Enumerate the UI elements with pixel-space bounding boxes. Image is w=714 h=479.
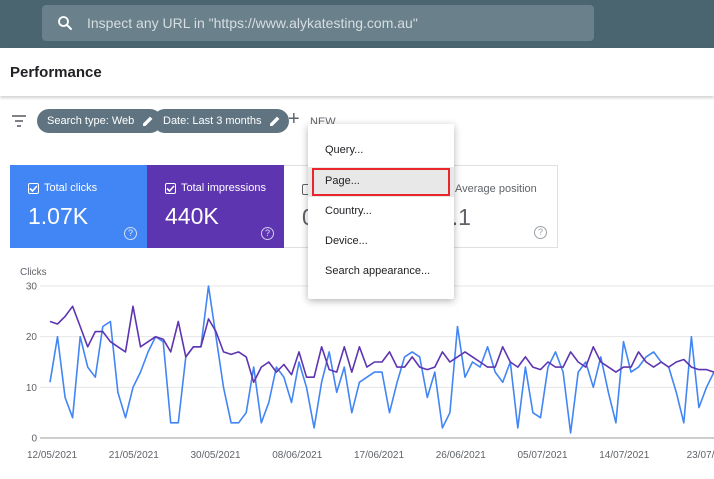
search-icon [58,16,72,30]
menu-item-query[interactable]: Query... [325,144,364,156]
y-tick-label: 0 [31,434,37,445]
x-tick-label: 17/06/2021 [354,450,404,461]
metric-label: Total clicks [44,182,98,194]
metric-value: 440K [165,203,219,229]
checkbox-checked-icon[interactable] [165,183,176,194]
menu-item-country[interactable]: Country... [325,205,372,217]
x-tick-label: 14/07/2021 [599,450,649,461]
help-icon[interactable]: ? [261,227,274,240]
filter-icon[interactable] [10,113,28,129]
metric-label: Total impressions [181,182,266,194]
edit-pencil-icon [143,116,153,126]
total-impressions-card[interactable]: Total impressions 440K ? [147,165,284,248]
chip-label: Search type: Web [47,115,135,127]
edit-pencil-icon [270,116,280,126]
x-tick-label: 12/05/2021 [27,450,77,461]
search-type-filter-chip[interactable]: Search type: Web [37,109,163,133]
page-header: Performance [0,48,714,96]
total-clicks-card[interactable]: Total clicks 1.07K ? [10,165,147,248]
metric-label: Average position [455,183,537,195]
date-filter-chip[interactable]: Date: Last 3 months [153,109,290,133]
x-tick-label: 26/06/2021 [436,450,486,461]
y-tick-label: 20 [26,332,38,343]
chip-label: Date: Last 3 months [163,115,262,127]
chart-svg: Clicks 0 10 20 30 12/05/2021 21/05/2021 30/05/2… [20,267,714,461]
highlight-box [312,168,450,196]
checkbox-checked-icon[interactable] [28,183,39,194]
menu-item-device[interactable]: Device... [325,235,368,247]
metric-value: 1.07K [28,203,89,229]
x-tick-label: 30/05/2021 [190,450,240,461]
clicks-series-line [49,285,714,434]
y-tick-label: 30 [26,282,38,293]
menu-item-page[interactable]: Page... [308,167,454,197]
x-tick-label: 21/05/2021 [109,450,159,461]
url-inspection-search[interactable]: Inspect any URL in "https://www.alykates… [42,5,594,41]
plus-icon: + [288,108,300,130]
y-tick-label: 10 [26,383,38,394]
x-tick-label: 08/06/2021 [272,450,322,461]
performance-chart: Clicks 0 10 20 30 12/05/2021 21/05/2021 30/05/2… [10,262,714,474]
y-axis-label: Clicks [20,267,47,278]
help-icon[interactable]: ? [124,227,137,240]
help-icon[interactable]: ? [534,226,547,239]
impressions-series-line [49,305,714,384]
page-title: Performance [10,64,102,81]
x-tick-label: 05/07/2021 [517,450,567,461]
menu-item-search-appearance[interactable]: Search appearance... [325,265,431,277]
top-bar: Inspect any URL in "https://www.alykates… [0,0,714,48]
new-filter-menu: Query... Page... Country... Device... Se… [308,124,454,299]
x-tick-label: 23/07/20 [687,450,714,461]
search-placeholder: Inspect any URL in "https://www.alykates… [87,15,418,31]
